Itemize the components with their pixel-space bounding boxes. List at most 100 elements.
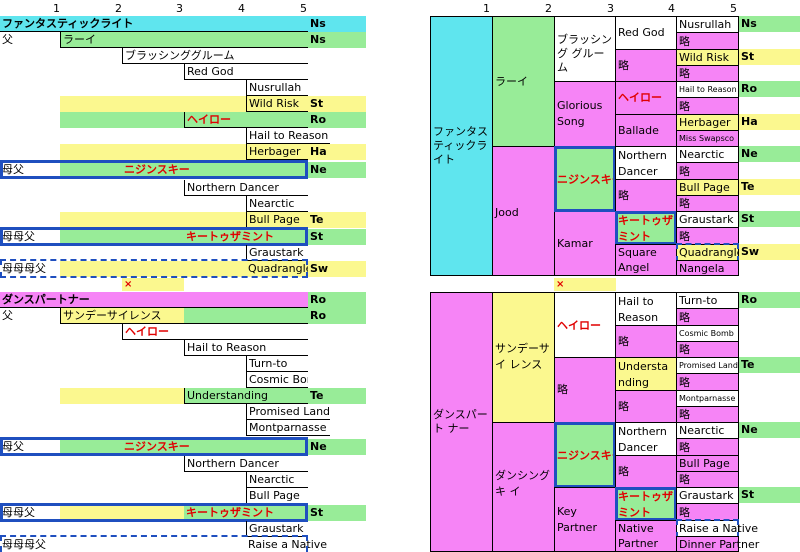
lb-nijinsky: ニジンスキー (122, 439, 308, 455)
rb-turn-to: Turn-to (676, 292, 739, 309)
lb-horse-family: Ro (308, 292, 366, 308)
lb-sire-label: 父 (2, 309, 13, 322)
lb-key-to-the-mint: キートゥザミント (184, 505, 308, 521)
rb-nijinsky-highlight (554, 422, 616, 488)
rb-fam-st: St (739, 487, 800, 503)
lb-cosmic-bomb: Cosmic Bomb (246, 372, 308, 388)
rb-l5-ryaku-3: 略 (676, 373, 739, 391)
lt-bull-page: Bull Page (246, 212, 308, 228)
rt-horse: ファンタスティックライト (430, 16, 493, 276)
lt-sire: ラーイ (60, 32, 308, 48)
lt-horse-name: ファンタスティックライト (0, 16, 308, 32)
rb-l5-ryaku-1: 略 (676, 308, 739, 326)
rb-fam-ro: Ro (739, 292, 800, 308)
rb-l5-ryaku-5: 略 (676, 438, 739, 456)
rt-miss-swapsco: Miss Swapsco (676, 130, 739, 147)
lb-understanding-family: Te (308, 388, 366, 404)
rt-red-god: Red God (615, 16, 677, 50)
lt-nijinsky-family: Ne (308, 162, 366, 178)
rb-l5-ryaku-4: 略 (676, 406, 739, 423)
rb-ryaku-l4-3: 略 (615, 455, 677, 488)
rb-key-partner: Key Partner (554, 487, 616, 552)
lb-bull-page: Bull Page (246, 488, 308, 504)
lt-nasrullah: Nusrullah (246, 80, 308, 96)
rt-fam-st: St (739, 49, 800, 65)
lb-key-family: St (308, 505, 366, 521)
lt-bull-page-family: Te (308, 212, 366, 228)
rt-herbager: Herbager (676, 114, 739, 131)
lb-nijinsky-band (60, 439, 122, 455)
lt-key-band (60, 229, 184, 245)
lt-quadrangle-highlight (0, 259, 308, 278)
lt-quadrangle: Quadrangle (246, 261, 308, 277)
col-header-1: 1 (53, 2, 60, 15)
rt-nijinsky-highlight (554, 146, 616, 212)
rt-fam-st-2: St (739, 211, 800, 227)
lb-horse-name: ダンスパートナー (0, 292, 308, 308)
rt-l5-ryaku-1: 略 (676, 32, 739, 50)
rt-fam-ro: Ro (739, 81, 800, 97)
lt-northern-dancer: Northern Dancer (184, 180, 308, 196)
rt-fam-ha: Ha (739, 114, 800, 130)
lt-cross-mark: × (122, 278, 184, 291)
rt-fam-ns: Ns (739, 16, 800, 32)
rb-ryaku-l4-1: 略 (615, 325, 677, 358)
lb-sire-band (184, 308, 308, 324)
lb-nijinsky-highlight (0, 437, 308, 456)
rt-l5-ryaku-5: 略 (676, 195, 739, 212)
lb-sire-family: Ro (308, 308, 366, 324)
lb-raise-highlight (0, 535, 308, 552)
lt-wild-risk-family: St (308, 96, 366, 112)
lt-halo-band (60, 112, 184, 128)
lt-wild-risk-band (60, 96, 246, 112)
lb-key-highlight (0, 503, 308, 522)
rb-key-to-the-mint: キートゥザミント (615, 487, 677, 521)
rt-graustark: Graustark (676, 211, 739, 228)
rb-montparnasse: Montparnasse (676, 390, 739, 407)
lt-sire-label: 父 (2, 33, 13, 46)
rt-key-highlight (615, 211, 677, 245)
col-header-2: 2 (115, 2, 122, 15)
rt-wild-risk: Wild Risk (676, 49, 739, 66)
rb-native-partner: Native Partner (615, 520, 677, 552)
lt-g-dam-sire-label: 母母父 (2, 230, 35, 243)
rb-sire: サンデーサイ レンス (492, 292, 555, 423)
lb-montparnasse: Montparnasse (246, 420, 330, 436)
lb-halo: ヘイロー (122, 324, 308, 340)
col-header-1-right: 1 (483, 2, 490, 15)
col-header-3: 3 (176, 2, 183, 15)
rt-cross-mark: × (554, 278, 616, 291)
rb-fam-te: Te (739, 357, 800, 373)
lb-g-dam-sire-label: 母母父 (2, 506, 35, 519)
lt-herbager-family: Ha (308, 144, 366, 160)
rb-ryaku-l3-1: 略 (554, 357, 616, 423)
rt-fam-sw: Sw (739, 244, 800, 260)
rt-dam: Jood (492, 146, 555, 276)
rb-bull-page: Bull Page (676, 455, 739, 472)
rt-ballade: Ballade (615, 114, 677, 147)
rt-ryaku-2: 略 (615, 179, 677, 212)
lt-key-family: St (308, 229, 366, 245)
lb-understanding-band (60, 388, 184, 404)
rb-l5-ryaku-6: 略 (676, 471, 739, 488)
lt-ggg-label: 母母母父 (2, 262, 46, 275)
lt-blushing-groom: ブラッシンググルーム (122, 48, 308, 64)
rb-halo: ヘイロー (554, 292, 616, 358)
lb-hail-to-reason: Hail to Reason (184, 340, 308, 356)
lb-ggg-label: 母母母父 (2, 538, 46, 551)
rb-hail-to-reason: Hail to Reason (615, 292, 677, 326)
rt-square-angel: Square Angel (615, 244, 677, 276)
col-header-2-right: 2 (545, 2, 552, 15)
rb-fam-ne: Ne (739, 422, 800, 438)
lb-turn-to: Turn-to (246, 356, 308, 372)
rt-nusrullah: Nusrullah (676, 16, 739, 33)
rb-nearctic: Nearctic (676, 422, 739, 439)
rb-northern-dancer: Northern Dancer (615, 422, 677, 456)
lt-key-highlight (0, 227, 308, 246)
lt-dam-sire-label: 母父 (2, 163, 24, 176)
lt-nijinsky-highlight (0, 160, 308, 179)
lt-herbager-band (60, 144, 246, 160)
lt-bull-page-band (60, 212, 246, 228)
lt-nearctic: Nearctic (246, 196, 308, 212)
lt-wild-risk: Wild Risk (246, 96, 308, 112)
